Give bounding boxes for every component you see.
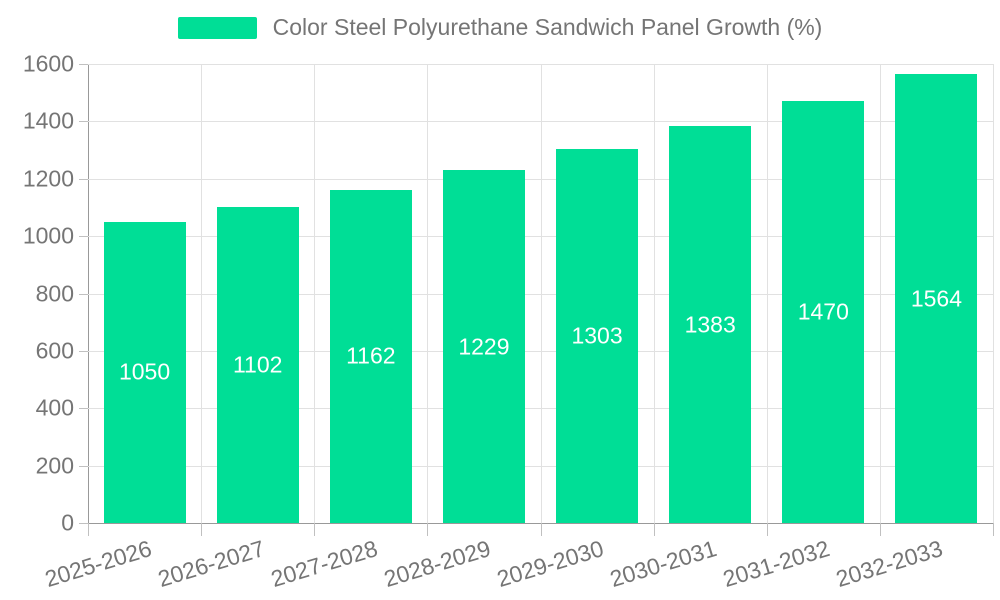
x-axis-tick: [427, 523, 429, 536]
legend-item[interactable]: Color Steel Polyurethane Sandwich Panel …: [0, 14, 1000, 41]
bar-value-label: 1470: [797, 298, 849, 325]
x-tick-label: 2028-2029: [380, 535, 494, 593]
bar-value-label: 1102: [232, 351, 283, 378]
y-tick-label: 800: [35, 280, 74, 306]
bar-value-label: 1564: [910, 285, 963, 312]
x-axis-tick: [540, 523, 542, 536]
x-tick-label: 2025-2026: [41, 535, 155, 593]
bar-2026-2027[interactable]: [216, 206, 299, 523]
x-axis-tick: [766, 523, 768, 536]
bar-value-label: 1303: [571, 322, 623, 349]
x-gridline: [201, 64, 203, 523]
y-tick-label: 1400: [22, 107, 74, 134]
y-tick-label: 1200: [22, 165, 74, 192]
legend-label: Color Steel Polyurethane Sandwich Panel …: [272, 14, 823, 40]
y-axis-tick: [79, 236, 88, 238]
y-tick-label: 1000: [22, 222, 74, 249]
bar-2025-2026[interactable]: [103, 221, 186, 523]
x-axis-tick: [653, 523, 655, 536]
y-axis-tick: [79, 350, 88, 352]
bar-2031-2032[interactable]: [782, 101, 865, 523]
x-gridline: [993, 64, 994, 523]
plot-area: 1050 1102 1162 1229 1303 1383 1470 1564: [88, 64, 994, 523]
x-axis-tick: [88, 523, 89, 536]
bar-2032-2033[interactable]: [895, 74, 978, 523]
x-axis-tick: [879, 523, 881, 536]
legend-swatch: [177, 16, 257, 39]
y-tick-label: 600: [35, 337, 74, 364]
y-tick-label: 1600: [22, 50, 74, 77]
y-axis-tick: [79, 523, 88, 524]
y-axis-tick: [79, 64, 88, 65]
x-gridline: [540, 64, 542, 523]
bar-2028-2029[interactable]: [442, 170, 525, 523]
y-tick-label: 200: [35, 452, 74, 479]
y-axis-tick: [79, 408, 88, 410]
bar-value-label: 1383: [684, 311, 736, 338]
y-axis-tick: [79, 465, 88, 467]
y-axis-tick: [79, 121, 88, 123]
x-axis-tick: [314, 523, 316, 536]
x-tick-label: 2029-2030: [493, 535, 607, 593]
x-gridline: [314, 64, 316, 523]
x-tick-label: 2032-2033: [833, 535, 947, 593]
y-tick-label: 400: [35, 394, 74, 421]
bar-value-label: 1162: [346, 342, 396, 369]
x-gridline: [766, 64, 768, 523]
x-tick-label: 2026-2027: [154, 535, 268, 593]
bar-2027-2028[interactable]: [329, 189, 412, 523]
bar-value-label: 1050: [118, 358, 171, 385]
x-tick-label: 2031-2032: [720, 535, 833, 593]
x-gridline: [427, 64, 429, 523]
y-axis-tick: [79, 293, 88, 295]
x-axis-tick: [201, 523, 203, 536]
y-tick-label: 0: [61, 509, 74, 536]
bar-value-label: 1229: [458, 333, 510, 360]
y-axis-tick: [79, 178, 88, 180]
bar-2029-2030[interactable]: [556, 149, 639, 523]
x-axis-tick: [993, 523, 994, 536]
x-gridline: [879, 64, 881, 523]
bar-2030-2031[interactable]: [669, 126, 752, 523]
x-gridline: [653, 64, 655, 523]
x-tick-label: 2027-2028: [267, 535, 381, 593]
x-tick-label: 2030-2031: [606, 535, 720, 593]
